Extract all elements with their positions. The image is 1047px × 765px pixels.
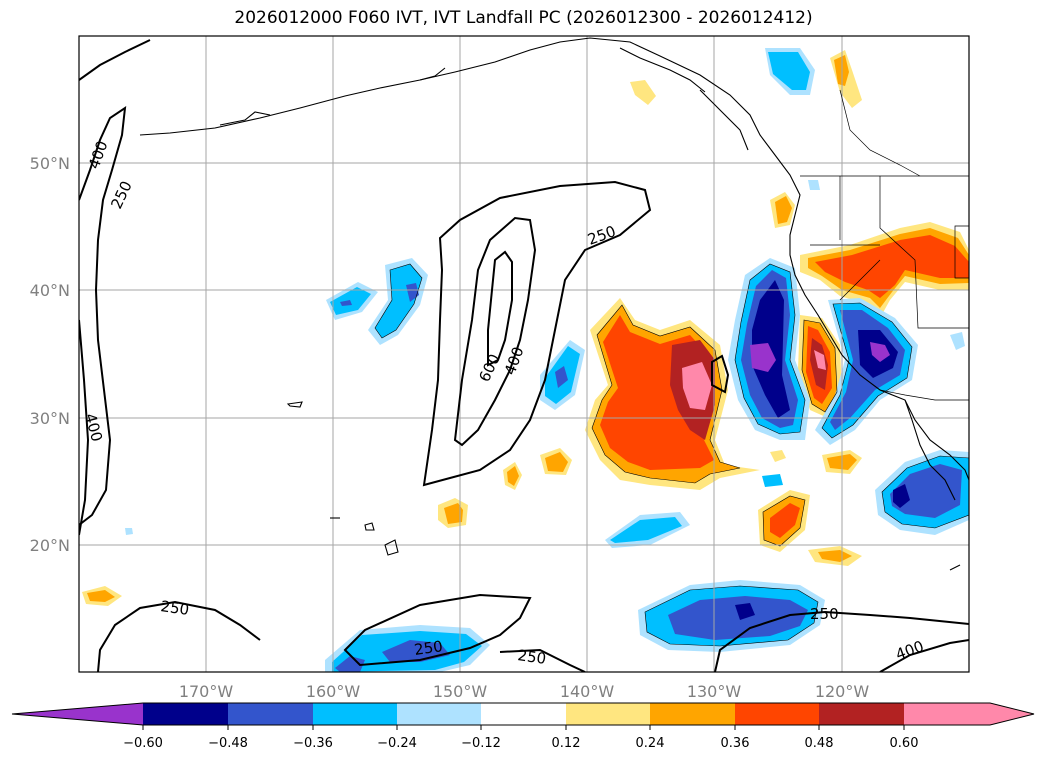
colorbar-tick: −0.12	[461, 736, 501, 751]
ivt-contour-250-central	[422, 180, 652, 487]
map-panel: 400 250 250 600 400 400 250 250 250 250 …	[79, 36, 969, 672]
lon-label: 140°W	[560, 682, 615, 701]
colorbar-swatch	[481, 703, 566, 725]
colorbar-tick: 0.36	[721, 736, 750, 751]
gridlines	[79, 36, 969, 672]
ivt-contour-250-south-b	[499, 648, 586, 672]
ivt-contour-250-se	[714, 610, 969, 672]
lon-label: 120°W	[815, 682, 870, 701]
lon-label: 160°W	[306, 682, 361, 701]
ivt-contour-400-central	[453, 216, 537, 447]
lon-label: 170°W	[179, 682, 234, 701]
colorbar-tick: −0.24	[377, 736, 417, 751]
ivt-contour-small-ring	[711, 354, 730, 394]
colorbar-tick: −0.60	[123, 736, 163, 751]
ivt-label: 250	[516, 646, 547, 668]
colorbar-swatch	[566, 703, 650, 725]
ivt-label: 250	[810, 605, 839, 623]
ivt-contour-250-west	[79, 39, 151, 81]
colorbar-swatch	[228, 703, 313, 725]
latitude-labels: 50°N 40°N 30°N 20°N	[30, 154, 70, 555]
colorbar-extend-low	[12, 703, 143, 725]
ivt-label: 250	[159, 597, 190, 619]
colorbar-extend-high	[904, 703, 1034, 725]
map-title: 2026012000 F060 IVT, IVT Landfall PC (20…	[234, 8, 813, 28]
negative-anomaly-regions	[125, 48, 969, 672]
colorbar: −0.60 −0.48 −0.36 −0.24 −0.12 0.12 0.24 …	[11, 702, 1035, 751]
ivt-contour-250-sw	[97, 600, 261, 672]
colorbar-swatch	[313, 703, 397, 725]
lon-label: 150°W	[433, 682, 488, 701]
colorbar-tick: 0.24	[636, 736, 665, 751]
colorbar-swatch	[819, 703, 904, 725]
political-borders	[800, 89, 969, 401]
colorbar-swatch	[650, 703, 735, 725]
colorbar-tick: −0.36	[293, 736, 333, 751]
ivt-contour-400-se	[879, 639, 969, 672]
ivt-contours	[79, 39, 969, 672]
colorbar-tick: 0.60	[890, 736, 919, 751]
coastlines	[139, 37, 969, 571]
colorbar-swatch	[735, 703, 819, 725]
lat-label: 40°N	[30, 281, 70, 300]
colorbar-tick: 0.48	[805, 736, 834, 751]
map-frame	[78, 35, 970, 673]
ivt-contour-600-central	[487, 250, 513, 367]
ivt-contour-250-south	[343, 593, 532, 667]
lat-label: 30°N	[30, 409, 70, 428]
ivt-contour-400-west-a	[79, 105, 127, 526]
colorbar-swatch	[143, 703, 228, 725]
colorbar-tick: 0.12	[552, 736, 581, 751]
ivt-label: 250	[413, 637, 444, 659]
lon-label: 130°W	[687, 682, 742, 701]
lat-label: 20°N	[30, 536, 70, 555]
colorbar-tick: −0.48	[208, 736, 248, 751]
colorbar-swatch	[397, 703, 481, 725]
longitude-labels: 170°W 160°W 150°W 140°W 130°W 120°W	[179, 682, 870, 701]
lat-label: 50°N	[30, 154, 70, 173]
ivt-contour-250-west-b	[79, 319, 90, 536]
